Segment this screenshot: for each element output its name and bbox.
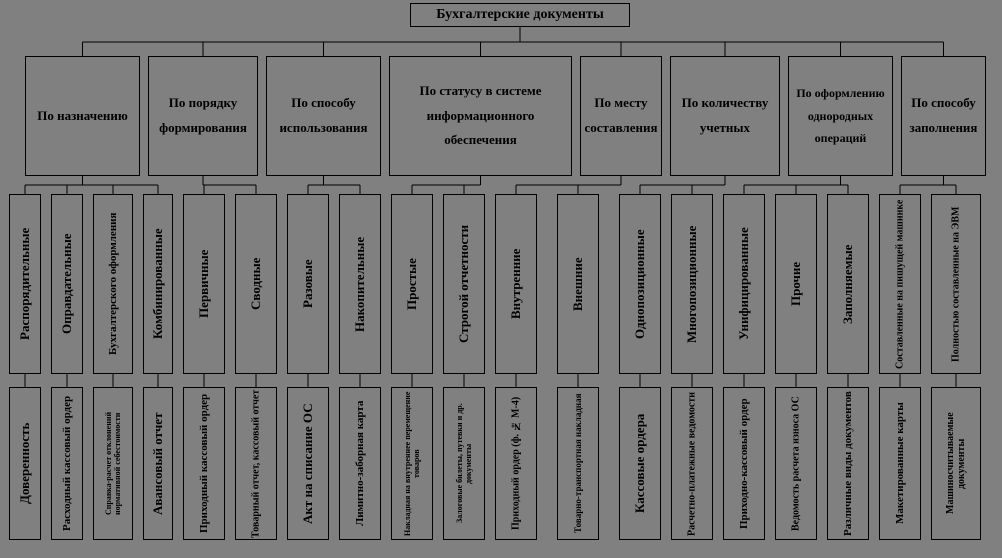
leaf-label: Различные виды документов (842, 391, 854, 536)
leaf-node: Ведомость расчета износа ОС (775, 387, 817, 540)
mid-node: Разовые (287, 194, 329, 374)
leaf-node: Кассовые ордера (619, 387, 661, 540)
leaf-node: Акт на списание ОС (287, 387, 329, 540)
mid-label: Многопозиционные (684, 225, 700, 342)
category-label: По способу использования (267, 91, 380, 140)
mid-node: Прочие (775, 194, 817, 374)
mid-label: Накопительные (352, 236, 368, 331)
category-label: По количеству учетных (671, 91, 779, 140)
mid-node: Накопительные (339, 194, 381, 374)
category-label: По статусу в системе информационного обе… (390, 79, 571, 153)
leaf-node: Товарно-транспортная накладная (557, 387, 599, 540)
category-node: По статусу в системе информационного обе… (389, 56, 572, 176)
leaf-label: Залоговые билеты, путевки и др. документ… (455, 388, 473, 539)
leaf-node: Макетированные карты (879, 387, 921, 540)
leaf-node: Авансовый отчет (143, 387, 173, 540)
leaf-node: Доверенность (9, 387, 41, 540)
mid-node: Оправдательные (51, 194, 83, 374)
leaf-label: Расчетно-платежные ведомости (687, 391, 698, 535)
mid-label: Сводные (248, 258, 264, 310)
leaf-node: Накладная на внутреннее перемещение това… (391, 387, 433, 540)
leaf-node: Залоговые билеты, путевки и др. документ… (443, 387, 485, 540)
category-node: По назначению (25, 56, 140, 176)
leaf-label: Авансовый отчет (150, 412, 166, 514)
mid-node: Сводные (235, 194, 277, 374)
root-label: Бухгалтерские документы (436, 7, 604, 23)
category-node: По количеству учетных (670, 56, 780, 176)
leaf-label: Товарно-транспортная накладная (573, 394, 583, 533)
category-node: По способу заполнения (901, 56, 986, 176)
leaf-label: Ведомость расчета износа ОС (791, 396, 802, 531)
mid-node: Полностью составленные на ЭВМ (931, 194, 981, 374)
leaf-label: Приходный ордер (ф. № М-4) (511, 397, 522, 530)
leaf-label: Приходно-кассовый ордер (738, 398, 750, 529)
mid-node: Бухгалтерского оформления (93, 194, 133, 374)
leaf-label: Машиносчитываемые документы (945, 388, 967, 539)
leaf-node: Приходный ордер (ф. № М-4) (495, 387, 537, 540)
mid-label: Бухгалтерского оформления (107, 213, 119, 355)
category-node: По оформлению однородных операций (788, 56, 893, 176)
leaf-node: Справка-расчет отклонений нормативной се… (93, 387, 133, 540)
mid-label: Полностью составленные на ЭВМ (951, 206, 962, 361)
mid-node: Многопозиционные (671, 194, 713, 374)
leaf-label: Лимитно-заборная карта (354, 401, 366, 526)
mid-label: Заполняемые (840, 244, 856, 323)
leaf-node: Расчетно-платежные ведомости (671, 387, 713, 540)
leaf-label: Кассовые ордера (632, 414, 648, 513)
mid-label: Внутренние (508, 249, 524, 319)
leaf-node: Товарный отчет, кассовый отчет (235, 387, 277, 540)
category-label: По способу заполнения (902, 91, 985, 140)
mid-label: Строгой отчетности (456, 225, 472, 343)
leaf-label: Справка-расчет отклонений нормативной се… (104, 388, 122, 539)
leaf-node: Приходный кассовый ордер (183, 387, 225, 540)
mid-label: Унифицированные (736, 228, 752, 341)
mid-label: Однопозиционные (632, 229, 648, 339)
leaf-label: Товарный отчет, кассовый отчет (251, 389, 262, 537)
category-node: По порядку формирования (148, 56, 258, 176)
mid-node: Внешние (557, 194, 599, 374)
mid-node: Составленные на пишущей машинке (879, 194, 921, 374)
mid-node: Первичные (183, 194, 225, 374)
mid-label: Первичные (196, 250, 212, 318)
mid-label: Комбинированные (150, 229, 166, 340)
mid-node: Унифицированные (723, 194, 765, 374)
leaf-node: Различные виды документов (827, 387, 869, 540)
leaf-node: Машиносчитываемые документы (931, 387, 981, 540)
mid-node: Однопозиционные (619, 194, 661, 374)
category-label: По оформлению однородных операций (789, 82, 892, 150)
category-label: По порядку формирования (149, 91, 257, 140)
leaf-node: Расходный кассовый ордер (51, 387, 83, 540)
category-label: По назначению (37, 104, 128, 129)
leaf-node: Приходно-кассовый ордер (723, 387, 765, 540)
mid-node: Строгой отчетности (443, 194, 485, 374)
category-node: По способу использования (266, 56, 381, 176)
mid-node: Заполняемые (827, 194, 869, 374)
category-label: По месту составления (581, 91, 661, 140)
mid-node: Комбинированные (143, 194, 173, 374)
leaf-label: Доверенность (17, 423, 33, 504)
leaf-label: Акт на списание ОС (300, 403, 316, 524)
root-node: Бухгалтерские документы (410, 3, 630, 27)
mid-node: Распорядительные (9, 194, 41, 374)
leaf-label: Накладная на внутреннее перемещение това… (403, 388, 421, 539)
mid-label: Составленные на пишущей машинке (895, 199, 906, 368)
mid-label: Распорядительные (17, 228, 33, 340)
leaf-node: Лимитно-заборная карта (339, 387, 381, 540)
leaf-label: Макетированные карты (894, 403, 906, 525)
mid-node: Внутренние (495, 194, 537, 374)
mid-label: Простые (404, 258, 420, 310)
mid-node: Простые (391, 194, 433, 374)
leaf-label: Расходный кассовый ордер (61, 396, 73, 531)
mid-label: Прочие (788, 262, 804, 306)
mid-label: Оправдательные (59, 234, 75, 335)
category-node: По месту составления (580, 56, 662, 176)
mid-label: Разовые (300, 260, 316, 309)
mid-label: Внешние (570, 257, 586, 311)
leaf-label: Приходный кассовый ордер (198, 394, 210, 533)
